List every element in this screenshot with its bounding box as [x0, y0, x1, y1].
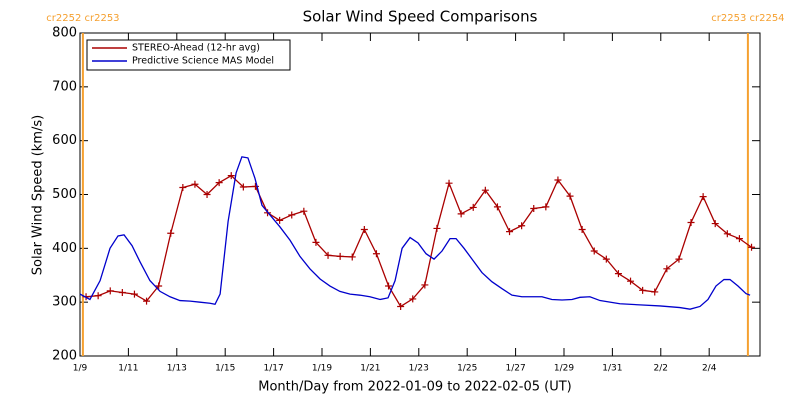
x-tick-label: 1/15	[215, 364, 235, 374]
rotation-label: cr2252 cr2253	[46, 13, 119, 24]
data-point	[566, 192, 574, 200]
data-point	[627, 277, 635, 285]
y-tick-label: 200	[52, 349, 77, 364]
data-point	[276, 216, 284, 224]
data-point	[530, 204, 538, 212]
data-point	[735, 235, 743, 243]
y-tick-label: 400	[52, 241, 77, 256]
x-tick-label: 1/29	[554, 364, 574, 374]
data-point	[312, 238, 320, 246]
data-point	[687, 218, 695, 226]
data-point	[288, 211, 296, 219]
data-point	[542, 203, 550, 211]
data-point	[639, 286, 647, 294]
data-point	[372, 250, 380, 258]
data-point	[493, 203, 501, 211]
x-tick-label: 2/4	[702, 364, 717, 374]
data-point	[348, 253, 356, 261]
data-point	[578, 225, 586, 233]
x-tick-label: 1/27	[505, 364, 525, 374]
data-point	[397, 302, 405, 310]
data-point	[602, 255, 610, 263]
y-tick-label: 500	[52, 187, 77, 202]
data-point	[590, 247, 598, 255]
x-tick-label: 1/19	[312, 364, 332, 374]
data-point	[699, 193, 707, 201]
x-axis-label: Month/Day from 2022-01-09 to 2022-02-05 …	[258, 380, 571, 395]
series-line	[79, 156, 751, 310]
data-point	[385, 282, 393, 290]
plot-frame	[79, 32, 761, 357]
data-point	[409, 295, 417, 303]
y-tick-label: 600	[52, 133, 77, 148]
data-point	[481, 186, 489, 194]
data-point	[191, 180, 199, 188]
data-point	[360, 225, 368, 233]
x-tick-label: 1/17	[263, 364, 283, 374]
y-tick-label: 800	[52, 26, 77, 41]
x-tick-label: 1/11	[118, 364, 138, 374]
series-line	[85, 174, 752, 308]
data-point	[723, 230, 731, 238]
chart-title: Solar Wind Speed Comparisons	[303, 8, 538, 26]
data-point	[651, 288, 659, 296]
x-tick-label: 1/25	[457, 364, 477, 374]
data-point	[155, 282, 163, 290]
y-axis-label: Solar Wind Speed (km/s)	[31, 115, 46, 275]
x-tick-label: 2/2	[654, 364, 668, 374]
data-point	[239, 183, 247, 191]
data-point	[300, 207, 308, 215]
data-point	[457, 210, 465, 218]
legend-label: STEREO-Ahead (12-hr avg)	[132, 43, 260, 54]
data-point	[445, 179, 453, 187]
data-point	[663, 265, 671, 273]
data-point	[251, 182, 259, 190]
data-point	[143, 297, 151, 305]
data-point	[506, 228, 514, 236]
data-point	[469, 203, 477, 211]
data-point	[748, 243, 756, 251]
data-point	[421, 281, 429, 289]
legend-box	[86, 39, 291, 71]
data-point	[106, 287, 114, 295]
data-point	[215, 179, 223, 187]
data-point	[554, 176, 562, 184]
data-point	[433, 224, 441, 232]
x-tick-label: 1/23	[409, 364, 429, 374]
data-point	[227, 172, 235, 180]
data-point	[179, 184, 187, 192]
x-tick-label: 1/9	[73, 364, 88, 374]
data-point	[118, 288, 126, 296]
data-point	[336, 252, 344, 260]
data-point	[518, 222, 526, 230]
data-point	[167, 229, 175, 237]
data-point	[203, 191, 211, 198]
data-point	[675, 255, 683, 263]
data-point	[614, 270, 622, 278]
data-point	[94, 292, 102, 300]
y-tick-label: 700	[52, 79, 77, 94]
x-tick-label: 1/31	[602, 364, 622, 374]
data-point	[130, 290, 138, 298]
legend-label: Predictive Science MAS Model	[132, 56, 274, 67]
x-tick-label: 1/13	[167, 364, 187, 374]
data-point	[324, 251, 332, 259]
y-tick-label: 300	[52, 295, 77, 310]
x-tick-label: 1/21	[360, 364, 380, 374]
data-point	[711, 220, 719, 228]
rotation-label: cr2253 cr2254	[711, 13, 784, 24]
